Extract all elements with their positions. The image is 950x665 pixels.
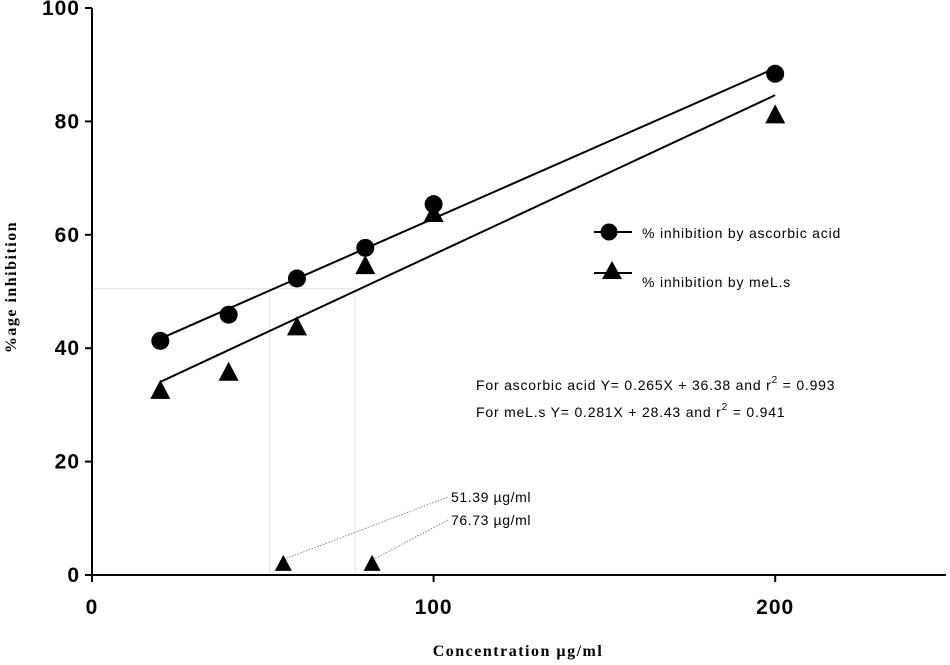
ic50-guide-lines [92, 288, 356, 575]
x-axis-ticks: 0 100 200 [86, 575, 794, 619]
data-point-triangle [286, 316, 307, 336]
x-tick-label: 100 [415, 596, 453, 619]
x-tick-label: 200 [756, 596, 794, 619]
annotation-label-2: 76.73 µg/ml [451, 512, 531, 528]
equation-mels-text: For meL.s Y= 0.281X + 28.43 and r [476, 404, 722, 420]
data-point-triangle [218, 361, 239, 381]
data-point-triangle [765, 104, 786, 124]
data-point-triangle [150, 379, 171, 399]
y-tick-label: 60 [55, 224, 80, 247]
data-point-circle [287, 269, 306, 288]
data-point-circle [356, 238, 375, 257]
y-tick-label: 80 [55, 110, 80, 133]
equation-ascorbic-text: For ascorbic acid Y= 0.265X + 36.38 and … [476, 377, 772, 393]
annotation-marker [363, 554, 381, 571]
fit-line-triangle [159, 94, 776, 383]
legend: % inhibition by ascorbic acid % inhibiti… [594, 223, 841, 290]
equation-ascorbic-r2: = 0.993 [778, 377, 835, 393]
equation-mels-r2: = 0.941 [728, 404, 785, 420]
x-axis-title: Concentration µg/ml [433, 643, 604, 660]
y-tick-label: 100 [42, 0, 80, 20]
legend-marker-triangle [602, 261, 622, 279]
y-axis-ticks: 0 20 40 60 80 100 [42, 0, 92, 587]
annotation-leader-line [374, 519, 449, 559]
x-tick-label: 0 [86, 596, 99, 619]
y-tick-label: 40 [55, 337, 80, 360]
y-tick-label: 20 [55, 451, 80, 474]
data-point-circle [219, 305, 238, 324]
regression-lines [159, 67, 776, 383]
equation-ascorbic: For ascorbic acid Y= 0.265X + 36.38 and … [476, 375, 835, 393]
fit-line-circle [159, 67, 776, 340]
data-point-circle [766, 64, 785, 83]
equation-mels-sup: 2 [722, 402, 728, 413]
legend-marker-circle [600, 223, 618, 241]
equation-ascorbic-sup: 2 [772, 375, 778, 386]
annotation-leaders [274, 496, 449, 571]
y-tick-label: 0 [67, 564, 80, 587]
data-markers [150, 64, 786, 399]
axes [91, 8, 946, 576]
annotation-label-1: 51.39 µg/ml [451, 489, 531, 505]
annotation-marker [274, 554, 292, 571]
data-point-circle [151, 331, 170, 350]
legend-label-mels: % inhibition by meL.s [642, 274, 791, 290]
data-point-triangle [355, 255, 376, 275]
annotation-leader-line [286, 496, 449, 559]
equation-mels: For meL.s Y= 0.281X + 28.43 and r2 = 0.9… [476, 402, 785, 420]
data-point-triangle [423, 202, 444, 222]
legend-label-ascorbic: % inhibition by ascorbic acid [642, 225, 841, 241]
y-axis-title: %age inhibition [3, 221, 20, 353]
